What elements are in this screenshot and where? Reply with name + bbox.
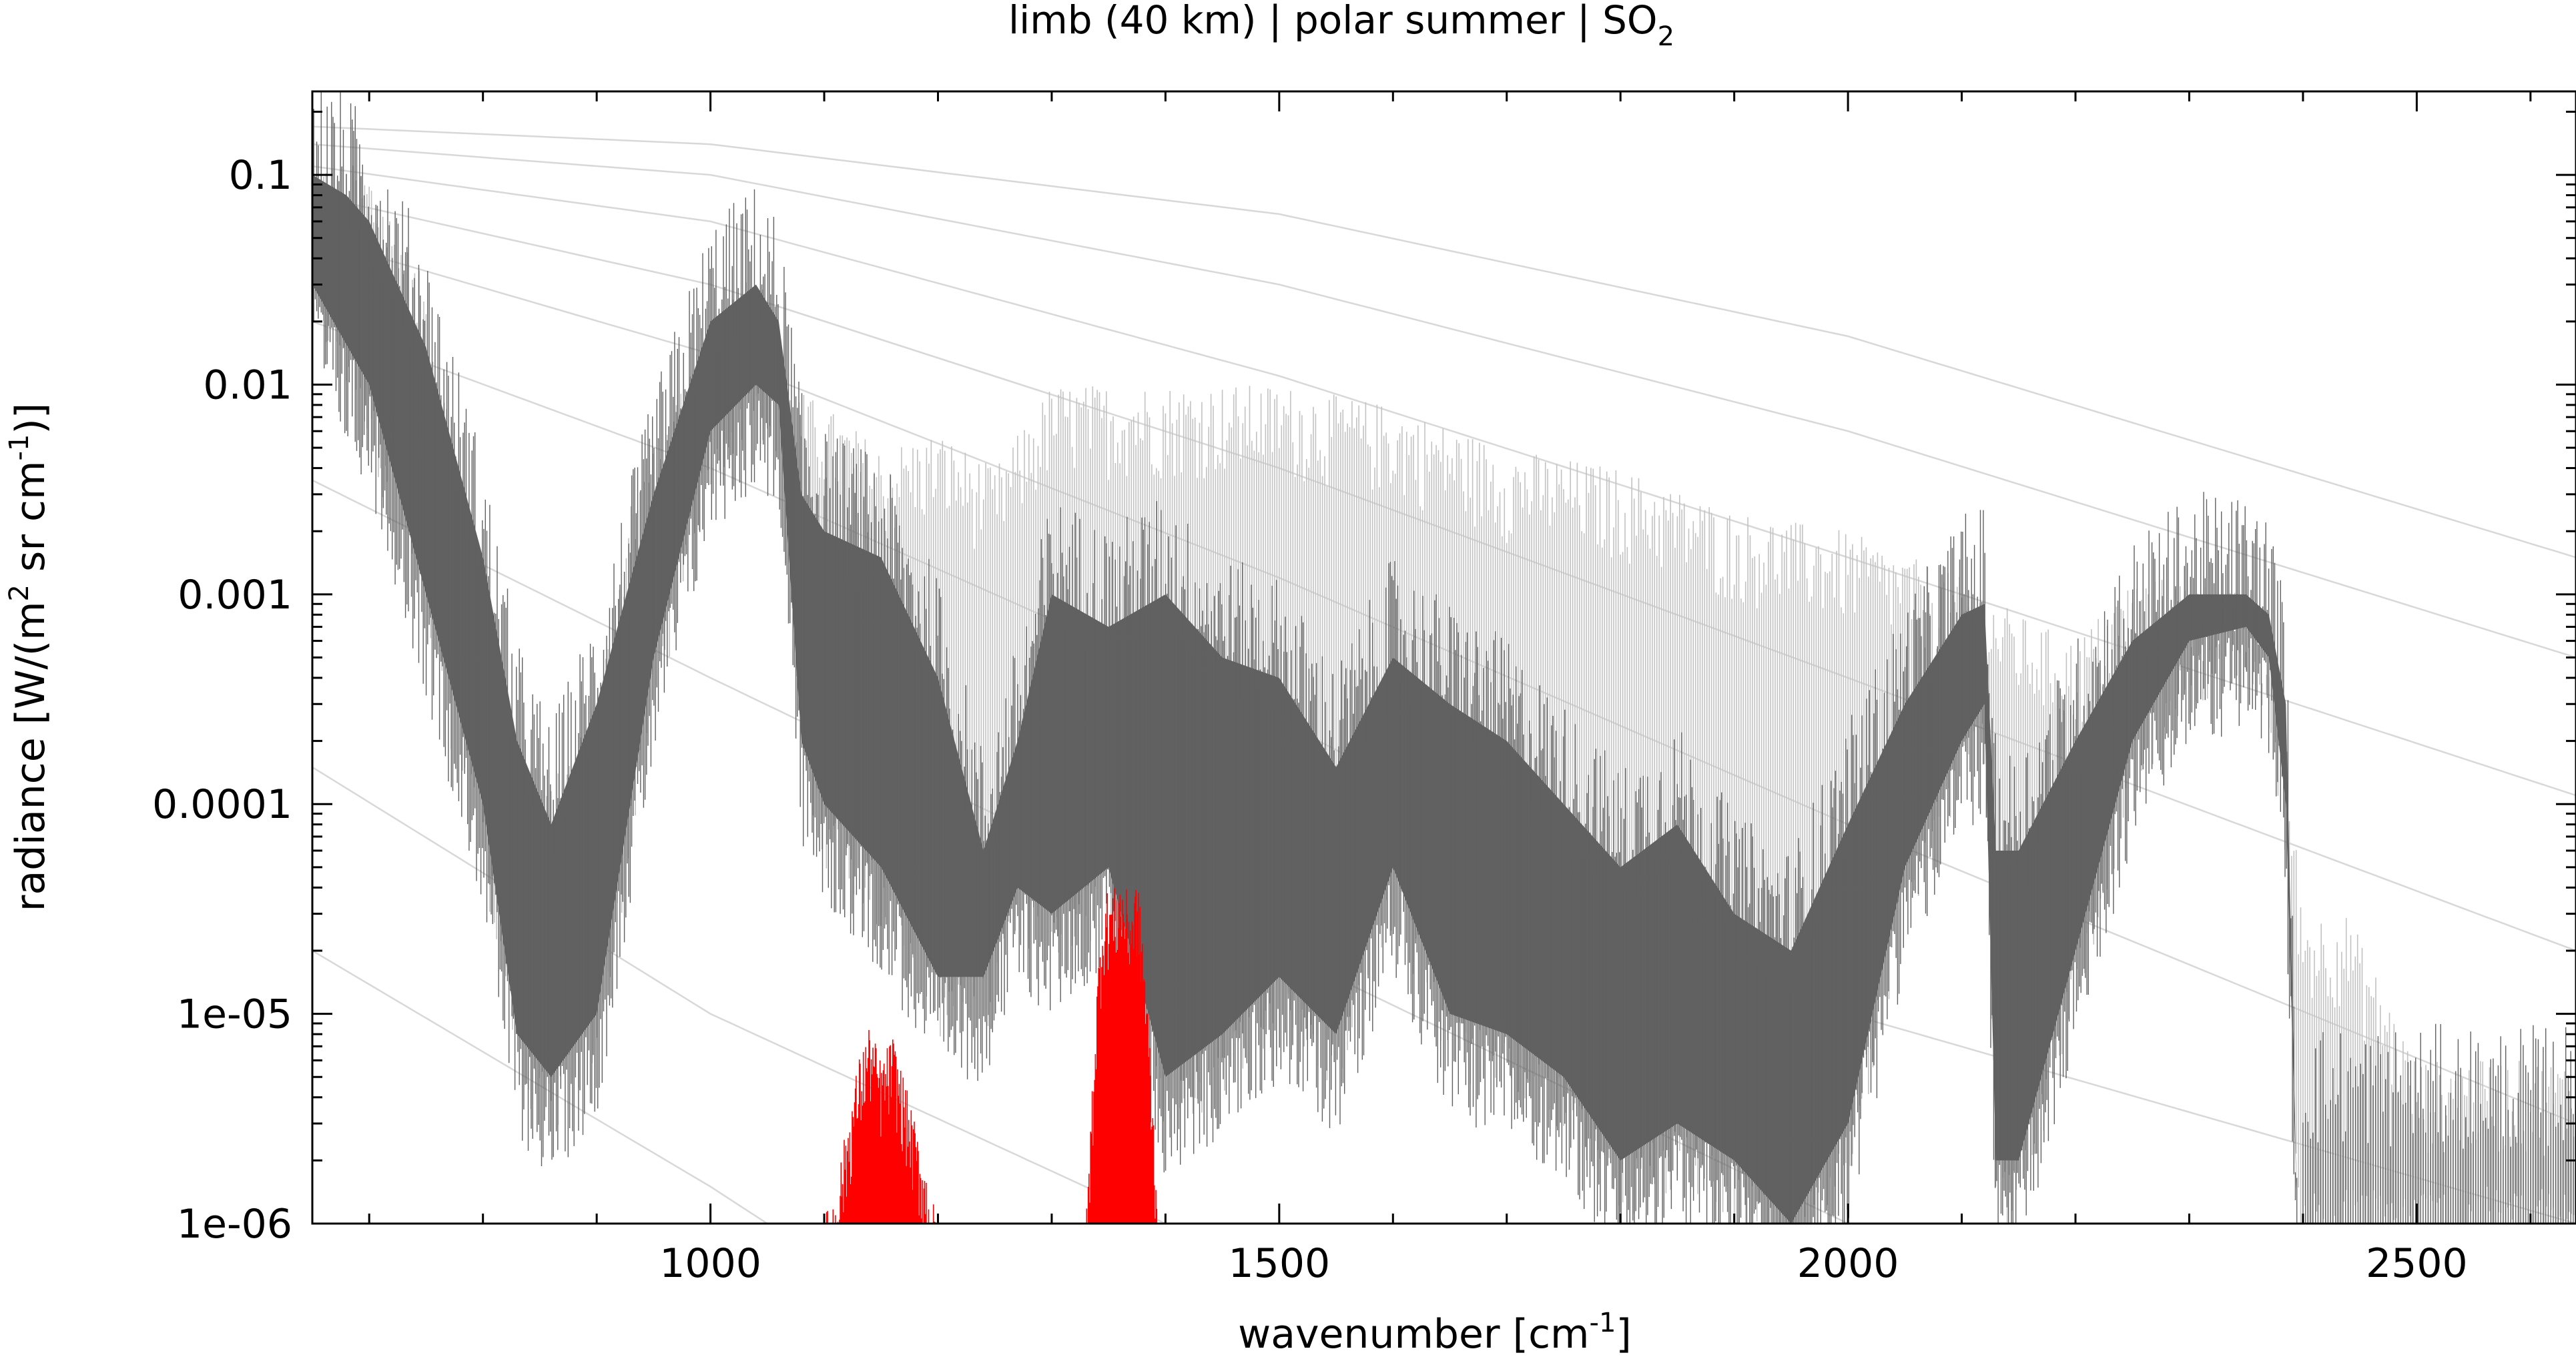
x-tick-label: 1500 [1228,1240,1330,1287]
y-tick-label: 0.0001 [152,781,292,828]
chart-title: limb (40 km) | polar summer | SO2 [1008,0,1674,52]
so2-band-1-signal [821,1029,938,1224]
radiance-spikes [312,91,2576,1224]
background-curve-1 [312,125,2576,558]
y-tick-label: 0.01 [203,362,292,408]
y-tick-label: 0.1 [229,152,292,199]
x-tick-label: 2500 [2366,1240,2468,1287]
y-tick-label: 0.001 [178,572,292,618]
background-curve-4 [312,194,2576,952]
y-axis-label: radiance [W/(m2 sr cm-1)] [4,403,54,911]
plot-area [312,91,2576,1224]
x-tick-label: 1000 [659,1240,761,1287]
y-axis: 0.1 0.01 0.001 0.0001 1e-05 1e-06 [152,110,2576,1248]
x-axis: 1000 1500 2000 2500 [368,91,2532,1287]
y-tick-label: 1e-05 [177,991,292,1038]
x-axis-label: wavenumber [cm-1] [1238,1308,1632,1357]
background-curve-8 [312,766,1166,1224]
x-tick-label: 2000 [1797,1240,1899,1287]
so2-band-2-signal [1085,888,1160,1224]
y-tick-label: 1e-06 [177,1201,292,1248]
background-curve-2 [312,143,2576,658]
background-curve-3 [312,165,2576,797]
